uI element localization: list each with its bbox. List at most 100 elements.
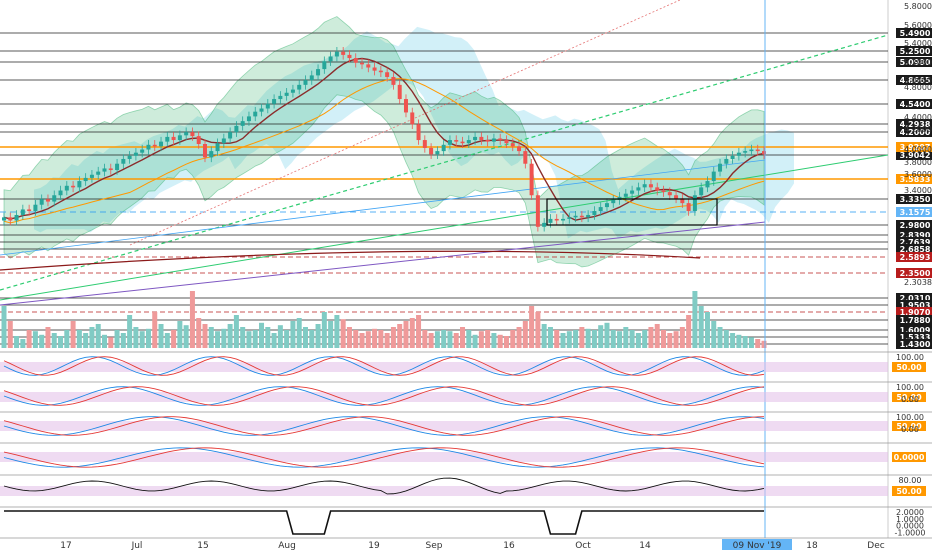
cloud-band (34, 26, 794, 239)
oscillator-tick-label: 80.00 (899, 476, 922, 485)
candle-body (498, 138, 503, 141)
volume-bar (353, 330, 359, 348)
candle-body (366, 64, 371, 68)
oscillator-band (0, 392, 888, 402)
price-level-label: 5.2500 (900, 47, 931, 56)
candle-body (567, 217, 572, 219)
price-level-badge (896, 194, 932, 204)
candle-body (447, 140, 452, 145)
price-level-label: 2.3500 (900, 269, 931, 278)
volume-bar (208, 327, 214, 348)
volume-bar (83, 333, 89, 348)
price-level-badge (896, 207, 932, 217)
volume-bar (497, 334, 503, 348)
volume-bar (215, 331, 221, 348)
candle-body (39, 199, 44, 205)
volume-bar (761, 340, 767, 348)
volume-bar (70, 321, 76, 348)
oscillator-level-label: 50.00 (896, 487, 922, 496)
candle-body (397, 84, 402, 100)
x-tick-label: 14 (639, 541, 651, 550)
candle-body (504, 140, 509, 144)
candle-body (284, 92, 289, 96)
volume-bar (566, 331, 572, 348)
volume-bar (742, 336, 748, 348)
y-tick-label: 4.8000 (904, 83, 932, 92)
price-level-badge (896, 174, 932, 184)
candle-body (699, 187, 704, 196)
price-level-label: 2.6858 (900, 245, 931, 254)
candle-body (297, 84, 302, 90)
candle-body (77, 181, 82, 188)
price-level-label: 2.7639 (900, 238, 931, 247)
candle-body (435, 151, 440, 155)
volume-bar (723, 330, 729, 348)
candle-body (133, 152, 138, 156)
y-tick-label: 2.3038 (904, 278, 932, 287)
volume-bar (755, 339, 761, 348)
volume-bar (158, 324, 164, 348)
volume-bar (265, 327, 271, 348)
candle-body (265, 103, 270, 109)
oscillator-line-primary (4, 510, 764, 535)
candle-body (115, 163, 120, 171)
candle-body (278, 95, 283, 100)
candle-body (221, 138, 226, 144)
volume-bar (711, 321, 717, 348)
volume-bar (1, 306, 7, 348)
candle-body (517, 146, 522, 152)
moving-average-fast (3, 57, 765, 221)
candle-body (146, 144, 151, 150)
oscillator-tick-label: 1.0000 (896, 515, 924, 524)
candle-body (196, 136, 201, 144)
candle-body (33, 204, 38, 212)
volume-bar (503, 336, 509, 348)
candle-body (667, 192, 672, 196)
candle-body (485, 140, 490, 142)
volume-bar (302, 327, 308, 348)
volume-bar (585, 328, 591, 348)
oscillator-line-signal (3, 416, 765, 436)
volume-bar (271, 333, 277, 348)
candle-body (529, 163, 534, 196)
volume-bar (58, 336, 64, 348)
candle-body (579, 215, 584, 218)
trendline-blue (0, 159, 766, 256)
y-tick-label: 5.4000 (904, 39, 932, 48)
candle-body (240, 121, 245, 126)
candle-body (730, 155, 735, 159)
candle-body (102, 168, 107, 172)
volume-bar (554, 330, 560, 348)
candle-body (724, 158, 729, 164)
volume-bar (233, 315, 239, 348)
candle-body (705, 181, 710, 188)
candle-body (234, 125, 239, 133)
candle-body (64, 185, 69, 191)
crosshair-date-label: 09 Nov '19 (733, 541, 782, 550)
volume-bar (491, 333, 497, 348)
price-level-label: 4.5400 (900, 100, 931, 109)
volume-bar (259, 322, 265, 348)
volume-bar (510, 330, 516, 348)
oscillator-level-label: 50.00 (896, 393, 922, 402)
x-tick-label: 16 (503, 541, 515, 550)
x-tick-label: 17 (60, 541, 71, 550)
volume-bar (441, 330, 447, 348)
price-level-label: 2.5893 (900, 253, 931, 262)
volume-bar (202, 324, 208, 348)
candle-body (592, 211, 597, 215)
volume-bar (152, 312, 158, 348)
candle-body (630, 190, 635, 194)
volume-bar (591, 330, 597, 348)
candle-body (441, 144, 446, 152)
volume-bar (541, 324, 547, 348)
candle-body (372, 67, 377, 71)
candle-body (542, 222, 547, 227)
volume-bar (460, 327, 466, 348)
volume-bar (547, 327, 553, 348)
volume-bar (64, 330, 70, 348)
candle-body (45, 199, 50, 202)
volume-bar (573, 330, 579, 348)
candle-body (479, 136, 484, 141)
